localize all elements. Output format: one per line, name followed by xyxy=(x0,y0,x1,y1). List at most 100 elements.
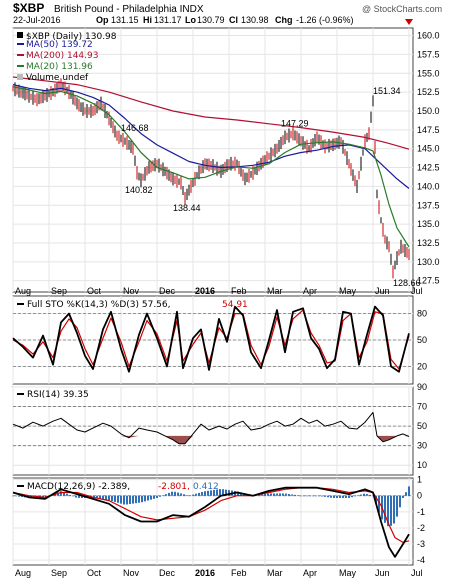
macd-histogram-bar xyxy=(81,495,83,498)
price-annotation: 146.68 xyxy=(121,123,149,133)
high-value: 131.17 xyxy=(154,15,182,25)
macd-histogram-bar xyxy=(333,495,335,498)
macd-histogram-bar xyxy=(219,489,221,496)
price-annotation: 140.82 xyxy=(125,185,153,195)
macd-histogram-bar xyxy=(285,493,287,496)
macd-histogram-bar xyxy=(78,495,80,498)
x-tick-label-top: Mar xyxy=(267,286,283,296)
macd-histogram-bar xyxy=(291,494,293,496)
macd-histogram-bar xyxy=(102,495,104,500)
macd-histogram-bar xyxy=(351,495,353,498)
macd-histogram-bar xyxy=(183,494,185,496)
legend-macd-signal: -2.801, xyxy=(158,482,190,492)
macd-histogram-bar xyxy=(213,489,215,496)
macd-histogram-bar xyxy=(147,495,149,501)
macd-histogram-bar xyxy=(186,495,188,496)
y-tick-label: 155.0 xyxy=(417,68,440,78)
legend-macd-hist: 0.412 xyxy=(193,482,219,492)
macd-histogram-bar xyxy=(126,495,128,505)
macd-histogram-bar xyxy=(114,495,116,502)
x-tick-label-bottom: Jun xyxy=(375,568,390,578)
stochastic-d-line xyxy=(12,309,410,370)
macd-histogram-bar xyxy=(312,495,314,497)
y-tick-label: 50 xyxy=(417,421,427,431)
macd-histogram-bar xyxy=(345,495,347,498)
y-tick-label: 150.0 xyxy=(417,106,440,116)
ma200-line xyxy=(12,76,410,150)
macd-histogram-bar xyxy=(225,489,227,496)
macd-histogram-bar xyxy=(189,495,191,496)
macd-line xyxy=(12,486,410,558)
x-tick-label-bottom: Sep xyxy=(51,568,67,578)
y-tick-label: 30 xyxy=(417,441,427,451)
macd-histogram-bar xyxy=(408,486,410,496)
ma20-line xyxy=(12,86,410,248)
macd-histogram-bar xyxy=(150,495,152,500)
y-tick-label: 90 xyxy=(417,382,427,392)
macd-histogram-bar xyxy=(105,495,107,500)
macd-histogram-bar xyxy=(387,495,389,527)
macd-histogram-bar xyxy=(339,495,341,498)
macd-histogram-bar xyxy=(21,495,23,497)
macd-histogram-bar xyxy=(201,492,203,496)
macd-histogram-bar xyxy=(369,494,371,496)
macd-histogram-bar xyxy=(135,495,137,504)
y-tick-label: -1 xyxy=(417,507,425,517)
macd-histogram-bar xyxy=(303,495,305,497)
macd-histogram-bar xyxy=(111,495,113,502)
y-tick-label: 50 xyxy=(417,335,427,345)
y-tick-label: 70 xyxy=(417,402,427,412)
legend-swatch-volume xyxy=(17,74,23,80)
y-tick-label: 145.0 xyxy=(417,144,440,154)
x-tick-label-top: 2016 xyxy=(195,286,215,296)
y-tick-label: 127.5 xyxy=(417,276,440,286)
price-annotation: 147.29 xyxy=(281,118,309,128)
price-annotation: 151.34 xyxy=(373,86,401,96)
ma50-line xyxy=(12,84,410,189)
macd-histogram-bar xyxy=(399,495,401,508)
macd-histogram-bar xyxy=(270,493,272,496)
macd-histogram-bar xyxy=(192,494,194,496)
macd-histogram-bar xyxy=(198,492,200,496)
legend-ma50: MA(50) 139.72 xyxy=(26,40,93,50)
y-tick-label: 142.5 xyxy=(417,163,440,173)
series-layer xyxy=(12,76,410,558)
y-tick-label: 10 xyxy=(417,460,427,470)
macd-histogram-bar xyxy=(363,493,365,496)
macd-histogram-bar xyxy=(360,494,362,496)
legend-rsi: RSI(14) 39.35 xyxy=(27,390,89,400)
macd-histogram-bar xyxy=(210,490,212,496)
macd-histogram-bar xyxy=(228,490,230,496)
macd-histogram-bar xyxy=(174,491,176,496)
macd-histogram-bar xyxy=(159,495,161,497)
macd-histogram-bar xyxy=(321,495,323,497)
macd-histogram-bar xyxy=(396,495,398,517)
macd-histogram-bar xyxy=(33,495,35,498)
macd-histogram-bar xyxy=(294,494,296,496)
macd-histogram-bar xyxy=(393,495,395,524)
macd-histogram-bar xyxy=(261,494,263,496)
macd-histogram-bar xyxy=(300,495,302,497)
y-tick-label: 140.0 xyxy=(417,181,440,191)
x-tick-label-top: Apr xyxy=(303,286,317,296)
macd-histogram-bar xyxy=(348,495,350,498)
macd-histogram-bar xyxy=(222,489,224,496)
macd-histogram-bar xyxy=(336,495,338,498)
macd-histogram-bar xyxy=(57,492,59,496)
macd-histogram-bar xyxy=(15,495,17,497)
macd-histogram-bar xyxy=(99,495,101,499)
macd-histogram-bar xyxy=(279,493,281,496)
y-tick-label: 152.5 xyxy=(417,87,440,97)
high-label: Hi xyxy=(143,15,152,25)
macd-histogram-bar xyxy=(66,493,68,496)
x-tick-label-top: Dec xyxy=(159,286,176,296)
macd-histogram-bar xyxy=(141,495,143,503)
change-value: -1.26 (-0.96%) xyxy=(296,15,354,25)
y-tick-label: 137.5 xyxy=(417,200,440,210)
y-tick-label: 160.0 xyxy=(417,31,440,41)
macd-histogram-bar xyxy=(69,495,71,496)
macd-histogram-bar xyxy=(306,495,308,497)
macd-histogram-bar xyxy=(108,495,110,501)
macd-histogram-bar xyxy=(282,493,284,496)
